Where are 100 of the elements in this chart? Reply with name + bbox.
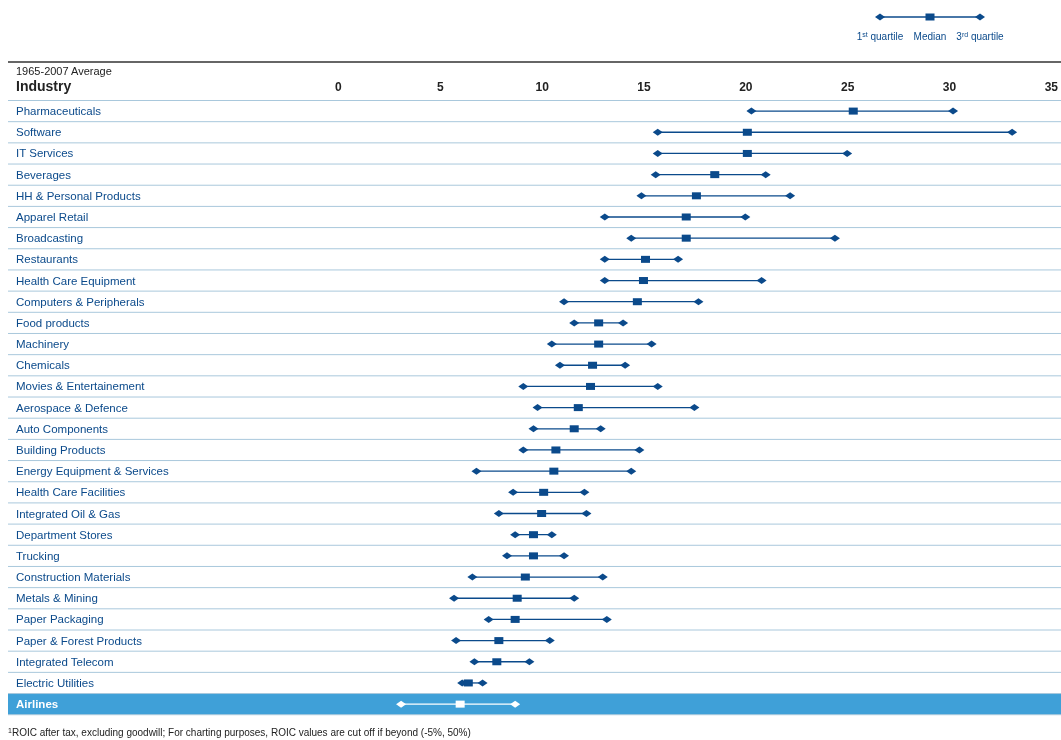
point <box>518 382 529 390</box>
point <box>848 107 858 115</box>
x2-tick-label: 5 <box>436 80 444 94</box>
y-tick-label: IT Services <box>16 147 74 160</box>
point <box>579 488 590 496</box>
point <box>569 425 579 433</box>
y-tick-label: Trucking <box>16 549 60 562</box>
x2-tick-label: 30 <box>942 80 957 94</box>
text: 1965-2007 Average <box>16 65 112 77</box>
y-tick-label: Computers & Peripherals <box>16 295 145 308</box>
point <box>508 488 519 496</box>
x2-tick-label: 25 <box>840 80 855 94</box>
point <box>396 700 407 708</box>
point <box>636 192 647 200</box>
point <box>559 298 570 306</box>
y-tick-label: Building Products <box>16 443 106 456</box>
y-tick-label: Auto Components <box>16 422 109 435</box>
point <box>829 234 840 242</box>
point <box>650 171 661 179</box>
point <box>601 615 612 623</box>
y-axis-title: Industry <box>16 78 72 94</box>
point <box>588 361 598 369</box>
point <box>599 255 610 263</box>
point <box>1007 128 1018 136</box>
y-tick-label: Broadcasting <box>16 232 84 245</box>
point <box>693 298 704 306</box>
point <box>673 255 684 263</box>
y-tick-label: Electric Utilities <box>16 676 95 689</box>
point <box>569 594 580 602</box>
point <box>528 531 538 539</box>
point <box>528 425 539 433</box>
point <box>756 277 767 285</box>
point <box>597 573 608 581</box>
point <box>451 637 462 645</box>
point <box>599 213 610 221</box>
point <box>471 467 482 475</box>
legend-label: 1$^{st}$ quartile <box>856 30 904 42</box>
y-tick-label: Restaurants <box>16 253 79 266</box>
legend-label: 3$^{rd}$ quartile <box>956 30 1005 42</box>
y-tick-label: Airlines <box>16 698 59 711</box>
point <box>510 615 520 623</box>
y-tick-label: Energy Equipment & Services <box>16 465 170 478</box>
point <box>518 446 529 454</box>
y-tick-label: Beverages <box>16 168 72 181</box>
y-tick-label: Department Stores <box>16 528 113 541</box>
y-tick-label: Aerospace & Defence <box>16 401 128 414</box>
x2-tick-label: 0 <box>335 80 343 94</box>
point <box>537 510 547 518</box>
point <box>455 700 465 708</box>
point <box>510 700 521 708</box>
point <box>477 679 488 687</box>
point <box>742 128 752 136</box>
point <box>569 319 580 327</box>
point <box>524 658 535 666</box>
y-tick-label: Movies & Entertainement <box>16 380 146 393</box>
point <box>594 319 604 327</box>
y-tick-label: Machinery <box>16 338 70 351</box>
y-tick-label: Food products <box>16 316 90 329</box>
point <box>620 361 631 369</box>
point <box>512 594 522 602</box>
point <box>691 192 701 200</box>
point <box>599 277 610 285</box>
y-tick-label: Paper Packaging <box>16 613 104 626</box>
point <box>632 298 642 306</box>
text: $^{1}$ROIC after tax, excluding goodwill; For charting purposes, ROIC values are cut off if beyond (-5%, 50%) <box>8 726 471 738</box>
point <box>528 552 538 560</box>
point <box>638 277 648 285</box>
y-tick-label: Health Care Equipment <box>16 274 137 287</box>
y-tick-label: Software <box>16 126 62 139</box>
point <box>641 255 650 263</box>
y-tick-label: Paper & Forest Products <box>16 634 143 647</box>
point <box>559 552 570 560</box>
point <box>469 658 480 666</box>
point <box>689 404 700 412</box>
point <box>520 573 530 581</box>
x2-tick-label: 35 <box>1044 80 1059 94</box>
point <box>594 340 604 348</box>
point <box>626 467 637 475</box>
y-tick-label: Health Care Facilities <box>16 486 126 499</box>
y-tick-label: Construction Materials <box>16 571 131 584</box>
point <box>551 446 561 454</box>
point <box>646 340 657 348</box>
point <box>554 361 565 369</box>
point <box>742 149 752 157</box>
point <box>502 552 512 560</box>
y-tick-label: Apparel Retail <box>16 210 89 223</box>
point <box>581 510 592 518</box>
point <box>681 213 691 221</box>
point <box>710 171 720 179</box>
point <box>463 679 473 687</box>
point <box>595 425 606 433</box>
point <box>626 234 637 242</box>
y-tick-label: Integrated Oil & Gas <box>16 507 121 520</box>
point <box>652 149 663 157</box>
point <box>544 637 555 645</box>
point <box>493 510 504 518</box>
point <box>785 192 796 200</box>
y-tick-label: Metals & Mining <box>16 592 98 605</box>
y-tick-label: Chemicals <box>16 359 70 372</box>
point <box>681 234 691 242</box>
